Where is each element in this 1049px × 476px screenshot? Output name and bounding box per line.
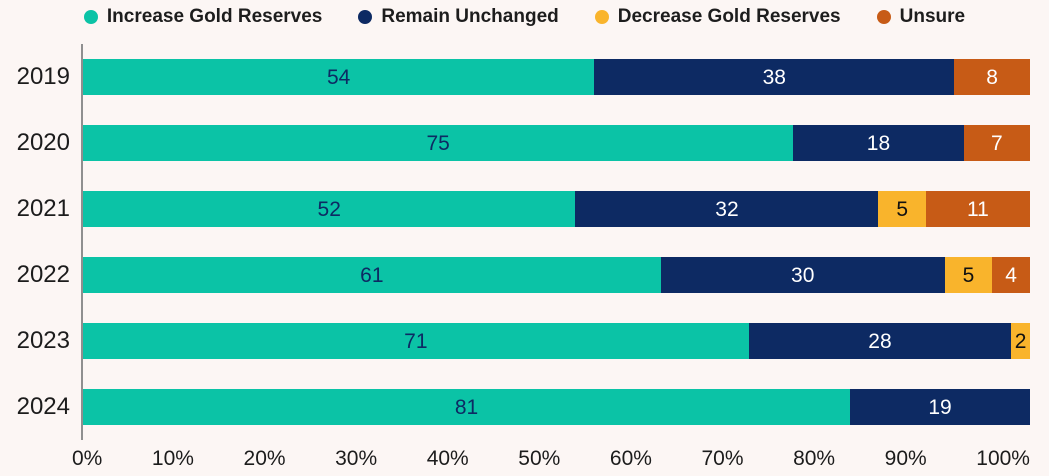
bar-row-2022: 2022 61 30 5 4 bbox=[0, 242, 1030, 308]
bar-row-2021: 2021 52 32 5 11 bbox=[0, 176, 1030, 242]
bar-segment: 28 bbox=[748, 323, 1012, 359]
bar-track: 61 30 5 4 bbox=[83, 257, 1030, 293]
x-axis-tick: 80% bbox=[793, 447, 836, 470]
bar-value-label: 18 bbox=[866, 131, 891, 155]
year-label: 2020 bbox=[16, 129, 70, 156]
legend-item-0: Increase Gold Reserves bbox=[83, 6, 323, 28]
x-axis-tick: 90% bbox=[884, 447, 927, 470]
legend-label: Decrease Gold Reserves bbox=[617, 6, 841, 27]
bar-track: 75 18 7 bbox=[83, 125, 1030, 161]
bar-track-cell: 61 30 5 4 bbox=[81, 242, 1030, 308]
bar-segment: 61 bbox=[83, 257, 661, 293]
bar-track-cell: 81 19 bbox=[81, 374, 1030, 440]
year-label: 2023 bbox=[16, 327, 70, 354]
bar-row-2019: 2019 54 38 8 bbox=[0, 44, 1030, 110]
plot-area: 2019 54 38 8 2020 75 18 7 2021 52 32 5 11 2022 61 30 5 4 2… bbox=[0, 44, 1030, 440]
legend-item-3: Unsure bbox=[876, 6, 966, 28]
x-axis: 0% 10% 20% 30% 40% 50% 60% 70% 80% 90% 100% bbox=[72, 444, 1030, 474]
bar-segment: 8 bbox=[954, 59, 1030, 95]
bar-segment: 38 bbox=[594, 59, 955, 95]
bar-segment: 18 bbox=[793, 125, 964, 161]
bar-value-label: 38 bbox=[762, 65, 786, 89]
bar-value-label: 54 bbox=[327, 65, 351, 89]
x-axis-tick: 20% bbox=[243, 447, 286, 470]
bar-row-2020: 2020 75 18 7 bbox=[0, 110, 1030, 176]
bar-value-label: 28 bbox=[868, 329, 892, 353]
x-axis-tick: 60% bbox=[609, 447, 652, 470]
bar-segment: 32 bbox=[575, 191, 879, 227]
x-axis-tick: 30% bbox=[335, 447, 378, 470]
bar-value-label: 5 bbox=[962, 263, 975, 287]
bar-value-label: 32 bbox=[715, 197, 739, 221]
bar-row-2024: 2024 81 19 bbox=[0, 374, 1030, 440]
year-label: 2019 bbox=[16, 63, 70, 90]
bar-segment: 71 bbox=[83, 323, 749, 359]
legend-item-2: Decrease Gold Reserves bbox=[594, 6, 841, 28]
bar-segment: 4 bbox=[992, 257, 1030, 293]
bar-segment: 5 bbox=[944, 257, 993, 293]
bar-value-label: 4 bbox=[1005, 263, 1017, 287]
bar-value-label: 75 bbox=[426, 131, 450, 155]
legend-dot-icon bbox=[876, 10, 891, 24]
bar-value-label: 30 bbox=[791, 263, 815, 287]
x-axis-tick: 40% bbox=[426, 447, 469, 470]
bar-track-cell: 52 32 5 11 bbox=[81, 176, 1030, 242]
year-label: 2024 bbox=[16, 393, 70, 420]
chart-legend: Increase Gold Reserves Remain Unchanged De… bbox=[0, 1, 1049, 33]
bar-track: 71 28 2 bbox=[83, 323, 1030, 359]
bar-value-label: 5 bbox=[896, 197, 908, 221]
bar-row-2023: 2023 71 28 2 bbox=[0, 308, 1030, 374]
bar-value-label: 8 bbox=[986, 65, 998, 89]
bar-value-label: 2 bbox=[1014, 329, 1027, 353]
bar-track-cell: 71 28 2 bbox=[81, 308, 1030, 374]
x-axis-tick: 10% bbox=[151, 447, 194, 470]
bar-segment: 5 bbox=[878, 191, 926, 227]
bar-segment: 54 bbox=[83, 59, 595, 95]
bar-value-label: 61 bbox=[360, 263, 384, 287]
year-label: 2021 bbox=[16, 195, 70, 222]
legend-dot-icon bbox=[358, 10, 373, 24]
legend-dot-icon bbox=[83, 10, 98, 24]
bar-segment: 2 bbox=[1011, 323, 1030, 359]
x-axis-tick: 50% bbox=[518, 447, 561, 470]
bar-track-cell: 75 18 7 bbox=[81, 110, 1030, 176]
bar-value-label: 71 bbox=[404, 329, 428, 353]
bar-segment: 19 bbox=[850, 389, 1030, 425]
bar-segment: 52 bbox=[83, 191, 576, 227]
bar-segment: 11 bbox=[925, 191, 1030, 227]
year-label: 2022 bbox=[16, 261, 70, 288]
x-axis-tick: 100% bbox=[976, 447, 1030, 470]
x-axis-tick: 70% bbox=[701, 447, 744, 470]
bar-value-label: 81 bbox=[454, 395, 479, 419]
bar-value-label: 52 bbox=[317, 197, 341, 221]
legend-label: Remain Unchanged bbox=[381, 6, 559, 27]
bar-track: 54 38 8 bbox=[83, 59, 1030, 95]
bar-value-label: 19 bbox=[928, 395, 952, 419]
bar-segment: 81 bbox=[83, 389, 851, 425]
bar-track: 52 32 5 11 bbox=[83, 191, 1030, 227]
legend-item-1: Remain Unchanged bbox=[358, 6, 559, 28]
bar-segment: 30 bbox=[660, 257, 945, 293]
legend-label: Increase Gold Reserves bbox=[106, 6, 323, 27]
bar-value-label: 11 bbox=[967, 197, 989, 221]
bar-track-cell: 54 38 8 bbox=[81, 44, 1030, 110]
bar-value-label: 7 bbox=[991, 131, 1003, 155]
bar-segment: 75 bbox=[83, 125, 794, 161]
bar-track: 81 19 bbox=[83, 389, 1030, 425]
legend-label: Unsure bbox=[899, 6, 966, 27]
x-axis-tick: 0% bbox=[72, 447, 103, 470]
legend-dot-icon bbox=[594, 10, 609, 24]
bar-segment: 7 bbox=[963, 125, 1030, 161]
